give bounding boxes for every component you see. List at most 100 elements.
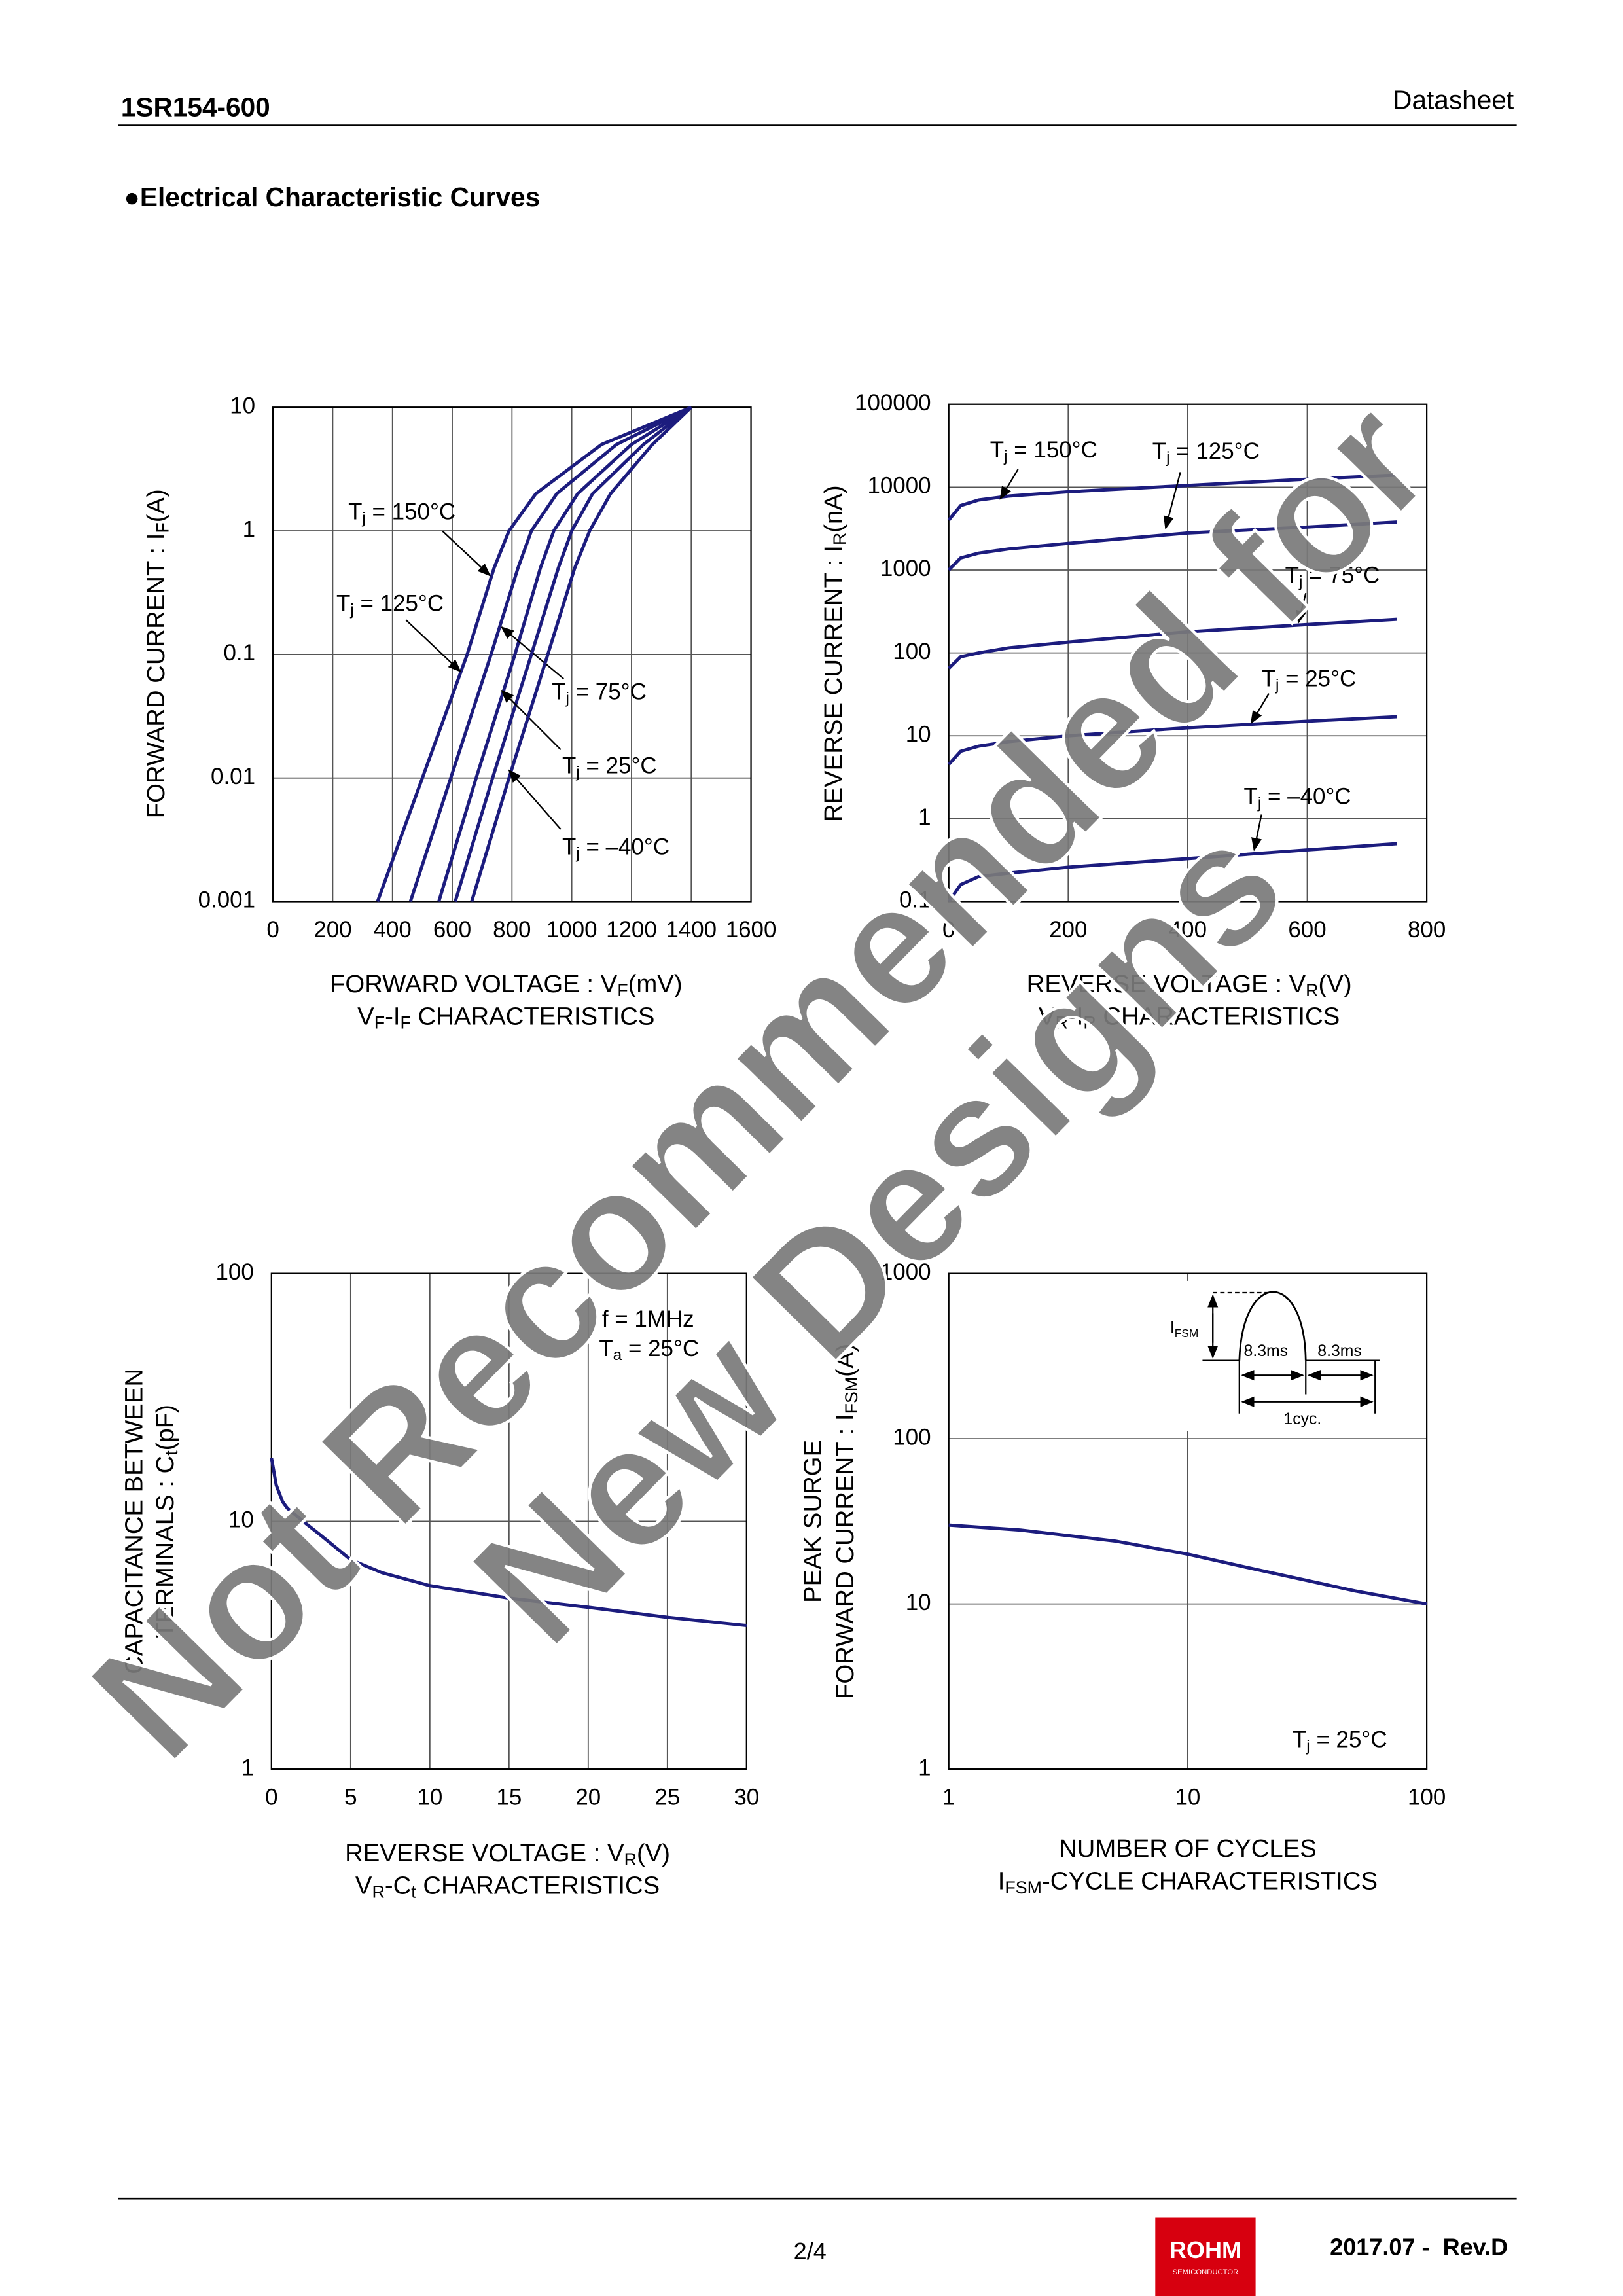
logo: ROHM [1169,2236,1241,2263]
plot-frame [272,406,752,903]
x-axis-label-part: R [1306,980,1318,1000]
label-arrow [1251,814,1262,852]
chart-caption-part: -CYCLE CHARACTERISTICS [1042,1867,1378,1895]
y-axis-label-part: PEAK SURGE [799,1440,827,1603]
x-tick-label: 1600 [726,917,777,942]
annotation-part: T [599,1336,613,1361]
series-label-part: j [575,764,579,781]
label-arrow [999,469,1019,500]
series-line [947,520,1397,571]
surge-waveform-inset: IFSM 8.3ms 8.3ms 1cyc. [1161,1280,1395,1431]
x-tick-label: 0 [266,917,279,942]
series-label-part: = 150°C [1008,437,1097,463]
annotation: f = 1MHz [602,1306,694,1332]
chart-caption-part: F [374,1013,385,1033]
x-tick-label: 600 [433,917,471,942]
chart-caption-part: -I [1068,1003,1083,1031]
chart-caption: IFSM-CYCLE CHARACTERISTICS [998,1867,1378,1897]
annotation-part: a [613,1346,622,1364]
x-axis-label-part: REVERSE VOLTAGE : V [1027,970,1306,998]
label-arrow [508,769,562,830]
y-axis-label-part: REVERSE CURRENT : I [819,545,847,822]
section-title: ●Electrical Characteristic Curves [124,182,540,212]
annotation-part: j [1306,1738,1310,1755]
chart-caption-part: CHARACTERISTICS [1096,1003,1340,1031]
series-label-part: = –40°C [580,834,669,860]
series-label-part: = –40°C [1261,784,1351,810]
annotation: 1cyc. [1283,1410,1321,1427]
y-tick-label: 0.01 [211,764,255,789]
label-arrow [501,689,562,751]
x-tick-label: 1200 [606,917,657,942]
y-axis-label-part: R [830,533,849,545]
charts: 0 200 400 600 800 1000 1200 1400 16000.0010.010.… [120,390,1446,1902]
series-label: Tj = 150°C [990,437,1097,465]
series-label-part: j [1298,573,1302,591]
series-line [947,617,1397,670]
series-label: Tj = 150°C [348,499,455,528]
y-axis-label-part: FORWARD CURRENT : I [831,1414,859,1699]
y-tick-label: 10 [228,1507,254,1533]
y-axis-label-part: CAPACITANCE BETWEEN [120,1369,149,1674]
series-label-part: T [1244,784,1258,810]
chart-caption-part: CHARACTERISTICS [416,1872,660,1900]
series-label-part: = 25°C [1279,666,1356,692]
x-tick-label: 600 [1288,917,1326,942]
series-label-part: T [1262,666,1275,692]
x-tick-label: 200 [313,917,351,942]
chart-caption-part: V [357,1003,374,1031]
chart-caption: VR-IR CHARACTERISTICS [1039,1003,1340,1033]
x-axis-label: NUMBER OF CYCLES [1059,1835,1317,1863]
x-tick-label: 5 [344,1784,357,1810]
x-tick-label: 1 [942,1784,955,1810]
series-label: Tj = –40°C [1244,784,1351,812]
chart-caption: VF-IF CHARACTERISTICS [357,1003,654,1033]
x-tick-label: 15 [496,1784,522,1810]
x-tick-label: 0 [265,1784,277,1810]
y-axis-label: FORWARD CURRENT : IFSM(A) [831,1344,861,1699]
x-axis-label: REVERSE VOLTAGE : VR(V) [345,1839,670,1869]
x-tick-label: 100 [1408,1784,1446,1810]
y-tick-label: 100 [216,1259,254,1285]
page-number: 2/4 [794,2238,827,2265]
chart: 0 200 400 600 800 1000 1200 1400 1600 0.001 0.01 0.… [142,393,776,1032]
y-tick-label: 100 [893,639,931,664]
x-axis-label-part: NUMBER OF CYCLES [1059,1835,1317,1863]
series-label-part: = 75°C [569,679,647,705]
series-label-part: T [348,499,362,525]
series-line [437,406,692,903]
chart-caption-part: t [411,1882,416,1902]
plot-frame [270,1272,747,1770]
annotation: Ta = 25°C [599,1336,699,1364]
series-label-part: T [990,437,1004,463]
label-arrow [405,619,461,673]
y-tick-label: 1 [243,516,255,542]
y-tick-label: 10 [906,1590,931,1615]
annotation-part: = 25°C [622,1336,699,1361]
x-tick-label: 400 [1169,917,1207,942]
y-axis-label-part: F [152,522,172,533]
y-axis-label: TERMINALS : Ct(pF) [151,1405,181,1638]
label-arrow [1250,693,1270,725]
x-axis-label-part: R [624,1850,637,1869]
x-tick-label: 0 [942,917,955,942]
y-tick-label: 0.001 [198,888,255,913]
chart-caption-part: CHARACTERISTICS [411,1003,655,1031]
watermark-line: Not Recommended for [55,364,1465,1795]
y-axis-label-part: FSM [842,1377,861,1414]
x-axis-label-part: (V) [637,1839,670,1867]
logo-sub: SEMICONDUCTOR [1173,2269,1239,2276]
y-tick-label: 100000 [855,390,931,416]
x-axis-label-part: (mV) [628,970,683,998]
series-label-part: j [1257,795,1261,812]
annotation: IFSM [1170,1319,1199,1340]
x-tick-label: 200 [1049,917,1087,942]
chart-caption-part: FSM [1005,1878,1042,1897]
label-arrow [442,530,491,577]
x-axis-label: FORWARD VOLTAGE : VF(mV) [330,970,683,1000]
series-label: Tj = 125°C [336,591,444,619]
chart-caption-part: R [1056,1013,1068,1033]
